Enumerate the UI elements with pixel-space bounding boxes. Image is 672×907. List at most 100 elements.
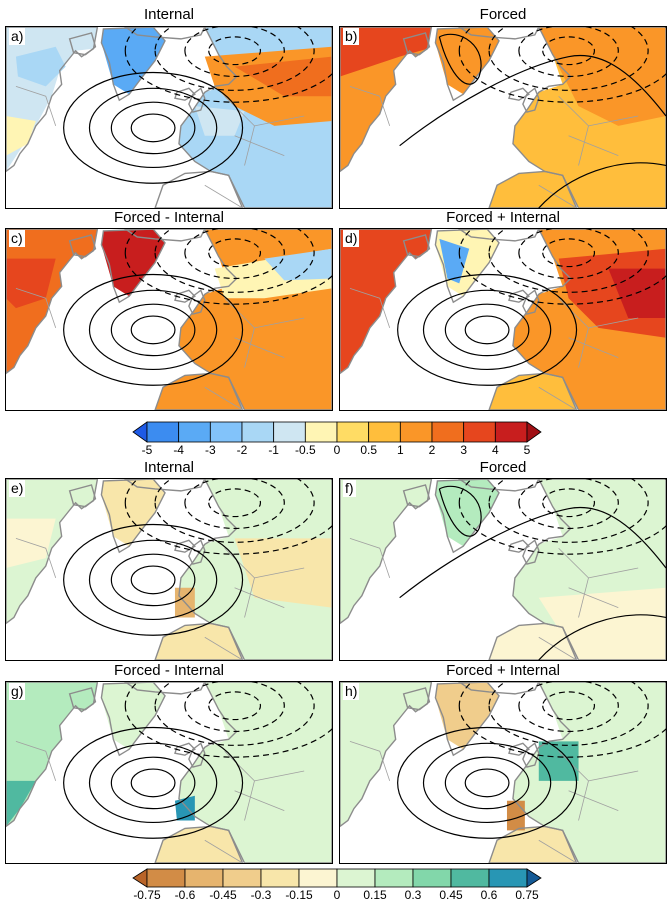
coastline-arctic <box>124 27 206 40</box>
coastline-arctic <box>458 682 540 695</box>
anomaly-region <box>6 780 36 827</box>
zero-contour <box>399 506 666 599</box>
border-line <box>234 337 285 358</box>
coastline-brit <box>188 539 206 565</box>
low-contour <box>208 238 262 268</box>
panel-e-title: Internal <box>143 459 195 476</box>
colorbar-swatch <box>298 868 338 888</box>
coastline-baffin <box>68 484 97 508</box>
border-line <box>254 115 305 127</box>
coastline-afr <box>154 622 244 660</box>
colorbar-tick-label: -0.6 <box>174 888 196 902</box>
coastline-brit <box>522 87 540 113</box>
colorbar-swatch <box>399 421 433 443</box>
colorbar-swatch <box>336 868 376 888</box>
low-contour <box>154 682 315 746</box>
anomaly-region <box>194 106 245 136</box>
anomaly-region <box>6 479 98 624</box>
panel-d: d) <box>339 228 667 411</box>
anomaly-region <box>6 258 56 309</box>
anomaly-region <box>178 682 332 863</box>
border-line <box>15 85 57 127</box>
anomaly-region <box>340 27 432 77</box>
coastline-baffin <box>68 32 97 56</box>
panel-a-label: a) <box>9 28 26 45</box>
anomaly-region <box>6 116 36 156</box>
panel-h-label: h) <box>343 683 360 700</box>
panel-e-label: e) <box>9 480 26 497</box>
low-contour <box>184 27 285 78</box>
low-contour <box>542 238 596 268</box>
colorbar-temperature: -5 -4 -3 -2 -1 -0.5 0 0.5 1 2 3 4 5 <box>132 421 542 458</box>
panel-f: f) <box>339 478 667 661</box>
border-line <box>558 750 589 821</box>
colorbar-swatch <box>412 868 452 888</box>
coastline-baffin <box>402 687 431 711</box>
anomaly-region <box>234 538 332 608</box>
colorbar-swatch <box>146 868 186 888</box>
colorbar-tick-label: 0 <box>333 888 341 902</box>
coastline-baffin <box>68 687 97 711</box>
border-line <box>538 184 577 208</box>
high-contour <box>397 273 578 386</box>
high-contour <box>88 289 218 370</box>
panel-g-title: Forced - Internal <box>113 662 225 679</box>
high-contour <box>130 565 176 595</box>
panel-c-map <box>6 229 332 410</box>
colorbar-tick-label: 3 <box>460 443 467 457</box>
border-line <box>254 770 305 782</box>
small-contour <box>438 485 482 537</box>
colorbar-tick-label: 0.3 <box>404 888 422 902</box>
anomaly-region <box>435 479 500 547</box>
border-line <box>204 839 243 863</box>
border-line <box>558 95 589 166</box>
colorbar-tick-label: -2 <box>236 443 248 457</box>
panel-a-map <box>6 27 332 208</box>
high-contour <box>130 315 176 345</box>
colorbar-swatch <box>368 421 401 443</box>
panel-g-label: g) <box>9 683 26 700</box>
anomaly-region <box>512 682 666 863</box>
border-line <box>568 790 619 811</box>
colorbar-tick-label: -0.75 <box>133 888 161 902</box>
anomaly-region <box>538 587 666 660</box>
low-contour <box>542 691 596 721</box>
low-contour <box>488 479 649 543</box>
border-line <box>588 567 639 579</box>
anomaly-region <box>264 248 332 281</box>
border-line <box>349 85 391 127</box>
coastlines <box>6 229 332 410</box>
anomaly-region <box>155 171 243 208</box>
zero-contour <box>399 54 666 147</box>
colorbar-swatch <box>260 868 300 888</box>
small-contour <box>438 33 482 85</box>
border-line <box>234 587 285 608</box>
anomaly-region <box>489 623 577 660</box>
slp-contours <box>63 229 332 386</box>
high-contour <box>63 71 244 184</box>
coastline-eur <box>178 682 332 863</box>
panel-h: h) <box>339 681 667 864</box>
low-contour <box>154 27 315 91</box>
low-contour <box>124 479 332 555</box>
high-contour <box>110 101 196 155</box>
low-contour <box>458 229 666 305</box>
anomaly-region <box>506 800 525 831</box>
coastline-eur <box>512 27 666 208</box>
coastline-arctic <box>124 229 206 242</box>
low-contour <box>124 682 332 758</box>
colorbar-tick-label: -0.3 <box>250 888 272 902</box>
colorbar-swatch <box>431 421 465 443</box>
coastline-baffin <box>402 234 431 258</box>
colorbar-swatch <box>222 868 262 888</box>
anomaly-region <box>174 795 195 821</box>
low-contour <box>458 479 666 555</box>
land-fill <box>340 229 666 410</box>
border-line <box>588 115 639 127</box>
slp-contours <box>63 479 332 636</box>
anomaly-region <box>439 238 470 284</box>
panel-c: c) <box>5 228 333 411</box>
high-contour <box>130 113 176 143</box>
colorbar-swatch <box>273 421 306 443</box>
border-line <box>204 184 243 208</box>
